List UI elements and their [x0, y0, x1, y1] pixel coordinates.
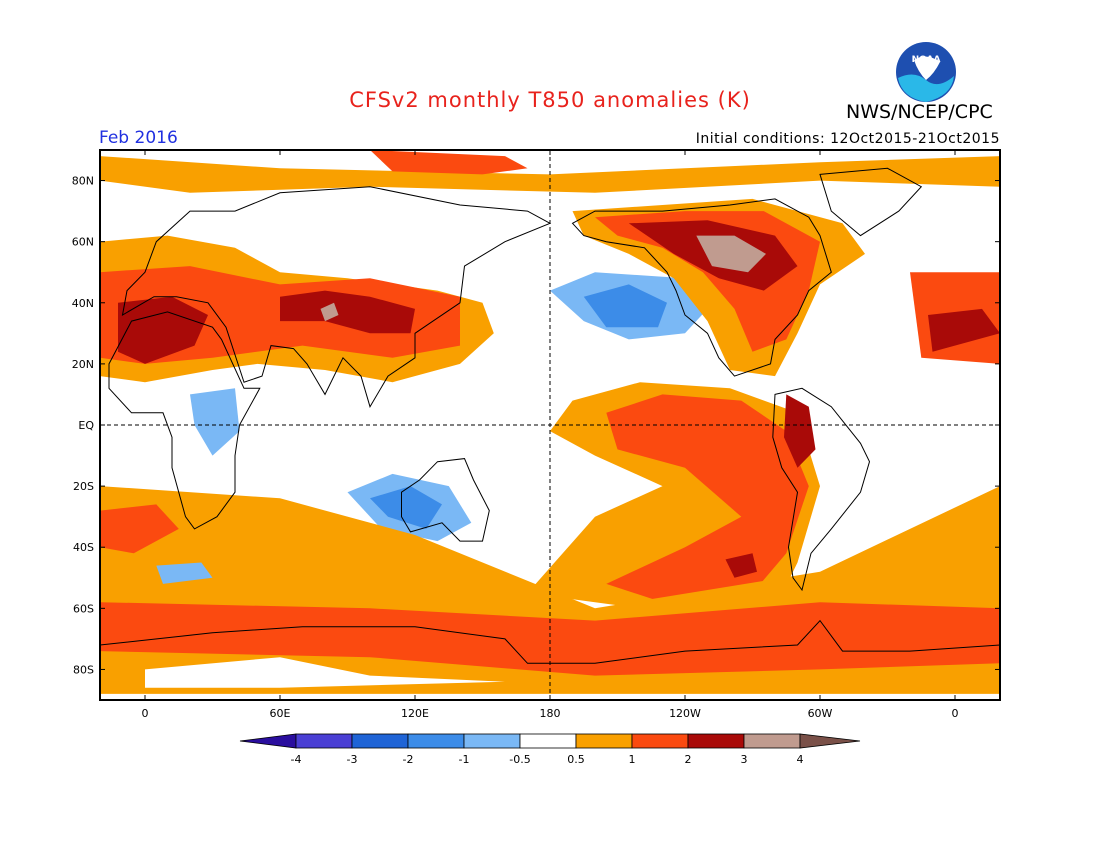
forecast-month: Feb 2016 [99, 128, 178, 148]
anomaly-region-tropical-pacific-strong [606, 394, 809, 603]
lat-label: 20S [73, 480, 94, 493]
lat-label: 20N [72, 358, 94, 371]
anomaly-region-southern-ocean-strong [100, 602, 1000, 676]
lat-label: 40N [72, 297, 94, 310]
initial-conditions: Initial conditions: 12Oct2015-21Oct2015 [695, 131, 1000, 147]
coastlines [100, 167, 1000, 700]
colorbar-arrow-left [239, 733, 297, 749]
agency-credit: NWS/NCEP/CPC [846, 101, 993, 123]
anomaly-region-asia-hottest [320, 302, 339, 322]
anomaly-region-s-pacific-hot [725, 553, 757, 578]
colorbar-segment [687, 733, 745, 749]
anomaly-region-arctic-cap-strong [370, 150, 528, 175]
coastline-north-america [571, 198, 832, 377]
colorbar-label: 4 [797, 753, 804, 766]
noaa-logo-icon: NOAA [896, 42, 956, 102]
colorbar-segment [743, 733, 801, 749]
colorbar-label: 3 [741, 753, 748, 766]
colorbar-segment [295, 733, 353, 749]
lat-label: EQ [78, 419, 94, 432]
colorbar-segment [519, 733, 577, 749]
colorbar-label: 2 [685, 753, 692, 766]
anomaly-region-w-atlantic-europe-hot [928, 308, 1000, 352]
lat-label: 60N [72, 236, 94, 249]
colorbar-label: -4 [291, 753, 302, 766]
coastline-south-america [772, 387, 871, 592]
lon-label: 120W [669, 707, 701, 720]
anomaly-region-s-africa-warm [100, 504, 179, 554]
anomaly-region-s-atlantic-cold [156, 562, 213, 584]
lat-labels: 80N 60N 40N 20N EQ 20S 40S 60S 80S [72, 175, 1000, 676]
colorbar-label: 1 [629, 753, 636, 766]
colorbar-segment [575, 733, 633, 749]
anomaly-region-asia-hot [280, 290, 415, 334]
colorbar-segment [631, 733, 689, 749]
colorbar-label: -1 [459, 753, 470, 766]
guide-lines [100, 150, 1000, 700]
colorbar-segment [407, 733, 465, 749]
map-title: CFSv2 monthly T850 anomalies (K) [349, 88, 751, 112]
anomaly-region-s-indian-cold-core [370, 486, 442, 529]
lon-label: 60E [270, 707, 291, 720]
colorbar-label: -0.5 [509, 753, 530, 766]
colorbar-label: -3 [347, 753, 358, 766]
anomaly-region-canada-hottest [696, 235, 766, 273]
coastline-greenland [819, 167, 923, 237]
colorbar-label: -2 [403, 753, 414, 766]
colorbar: -4 -3 -2 -1 -0.5 0.5 1 2 3 4 [239, 733, 861, 766]
lat-label: 40S [73, 541, 94, 554]
colorbar-arrow-right [799, 733, 861, 749]
colorbar-label: 0.5 [567, 753, 585, 766]
colorbar-segment [463, 733, 521, 749]
coastline-africa [108, 311, 261, 530]
anomaly-region-n-pacific-cold-core [583, 284, 667, 328]
anomaly-region-antarctica-white [145, 657, 505, 688]
anomaly-region-n-africa-hot [118, 296, 208, 364]
colorbar-segment [351, 733, 409, 749]
lon-label: 0 [952, 707, 959, 720]
anomaly-regions [100, 150, 1000, 694]
coastline-australia [401, 458, 490, 542]
coastline-eurasia [121, 186, 552, 408]
lon-label: 0 [142, 707, 149, 720]
anomaly-region-e-africa-cold [190, 388, 240, 456]
lon-labels: 0 60E 120E 180 120W 60W 0 [142, 150, 959, 720]
lon-label: 60W [808, 707, 833, 720]
lon-label: 120E [401, 707, 429, 720]
map-panel [99, 149, 1001, 701]
lat-label: 80N [72, 175, 94, 188]
noaa-logo-text: NOAA [912, 55, 941, 65]
lat-label: 80S [73, 663, 94, 676]
coastline-antarctica [100, 619, 1000, 700]
lat-label: 60S [73, 602, 94, 615]
anomaly-region-s-america-hot [784, 394, 816, 468]
lon-label: 180 [540, 707, 561, 720]
